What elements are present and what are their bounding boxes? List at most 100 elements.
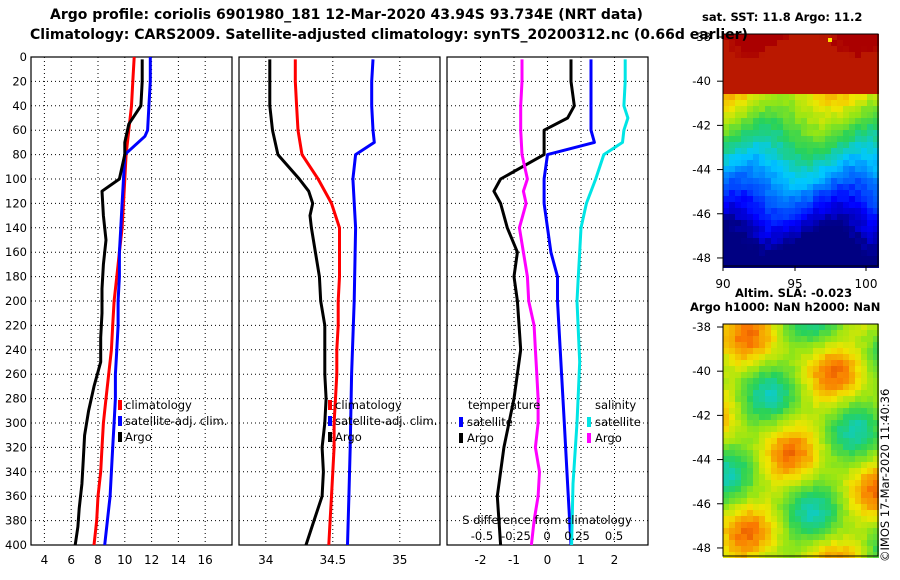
sla-pixel — [813, 396, 819, 402]
sst-pixel — [747, 166, 753, 172]
sla-pixel — [747, 462, 753, 468]
sst-pixel — [789, 130, 795, 136]
sst-pixel — [741, 166, 747, 172]
sla-pixel — [861, 360, 867, 366]
sla-pixel — [849, 438, 855, 444]
sst-pixel — [801, 88, 807, 94]
sla-pixel — [837, 468, 843, 474]
sst-pixel — [753, 208, 759, 214]
sst-pixel — [759, 184, 765, 190]
sla-pixel — [777, 390, 783, 396]
sla-pixel — [771, 378, 777, 384]
sla-pixel — [837, 486, 843, 492]
sst-pixel — [783, 184, 789, 190]
sla-pixel — [849, 348, 855, 354]
sla-pixel — [873, 324, 879, 330]
sst-pixel — [789, 208, 795, 214]
sst-pixel — [801, 124, 807, 130]
sst-pixel — [867, 130, 873, 136]
sst-pixel — [723, 142, 729, 148]
sla-pixel — [747, 402, 753, 408]
sla-pixel — [789, 486, 795, 492]
sla-pixel — [849, 396, 855, 402]
sla-pixel — [729, 414, 735, 420]
sst-pixel — [873, 160, 879, 166]
sla-pixel — [813, 414, 819, 420]
panel-frame — [238, 56, 441, 546]
sla-pixel — [807, 546, 813, 552]
sla-pixel — [741, 492, 747, 498]
sla-pixel — [753, 378, 759, 384]
sla-pixel — [825, 528, 831, 534]
sst-pixel — [747, 34, 753, 40]
sla-pixel — [807, 336, 813, 342]
sla-pixel — [825, 438, 831, 444]
series-line-climatology — [92, 56, 136, 546]
sst-pixel — [813, 112, 819, 118]
sst-pixel — [855, 190, 861, 196]
sst-pixel — [741, 100, 747, 106]
sst-pixel — [801, 40, 807, 46]
sla-pixel — [843, 414, 849, 420]
sst-pixel — [753, 202, 759, 208]
sla-pixel — [729, 342, 735, 348]
sst-pixel — [861, 202, 867, 208]
sst-pixel — [795, 58, 801, 64]
sst-pixel — [843, 262, 849, 268]
sla-pixel — [855, 390, 861, 396]
sst-pixel — [729, 190, 735, 196]
sla-pixel — [759, 480, 765, 486]
sst-pixel — [789, 76, 795, 82]
sst-pixel — [807, 178, 813, 184]
sst-pixel — [837, 58, 843, 64]
sst-pixel — [837, 34, 843, 40]
sla-pixel — [843, 366, 849, 372]
sst-pixel — [807, 160, 813, 166]
sla-pixel — [729, 330, 735, 336]
sla-pixel — [873, 456, 879, 462]
lat-tick-label: -38 — [692, 30, 711, 44]
sla-pixel — [849, 360, 855, 366]
sst-pixel — [867, 172, 873, 178]
sst-pixel — [843, 178, 849, 184]
sla-pixel — [801, 378, 807, 384]
sla-pixel — [807, 480, 813, 486]
sla-pixel — [753, 360, 759, 366]
sla-pixel — [867, 450, 873, 456]
sst-pixel — [765, 64, 771, 70]
sla-pixel — [771, 342, 777, 348]
sst-pixel — [819, 82, 825, 88]
sst-pixel — [753, 136, 759, 142]
sla-pixel — [873, 348, 879, 354]
sst-pixel — [849, 34, 855, 40]
sla-pixel — [825, 450, 831, 456]
sla-pixel — [801, 402, 807, 408]
sst-pixel — [807, 226, 813, 232]
sla-pixel — [723, 486, 729, 492]
sla-pixel — [771, 426, 777, 432]
sst-pixel — [735, 238, 741, 244]
sla-pixel — [855, 468, 861, 474]
sst-pixel — [867, 178, 873, 184]
sla-pixel — [735, 342, 741, 348]
sst-pixel — [807, 40, 813, 46]
sla-pixel — [735, 474, 741, 480]
sst-pixel — [837, 82, 843, 88]
sst-pixel — [735, 262, 741, 268]
sst-pixel — [849, 94, 855, 100]
sst-pixel — [831, 184, 837, 190]
sst-pixel — [867, 148, 873, 154]
sla-pixel — [807, 432, 813, 438]
sst-pixel — [843, 226, 849, 232]
sst-pixel — [735, 208, 741, 214]
sst-pixel — [759, 94, 765, 100]
sst-pixel — [849, 172, 855, 178]
sla-pixel — [723, 396, 729, 402]
sla-pixel — [861, 396, 867, 402]
sla-pixel — [771, 450, 777, 456]
sst-pixel — [825, 256, 831, 262]
sst-pixel — [789, 58, 795, 64]
sst-pixel — [795, 202, 801, 208]
sst-pixel — [747, 40, 753, 46]
sla-pixel — [759, 438, 765, 444]
